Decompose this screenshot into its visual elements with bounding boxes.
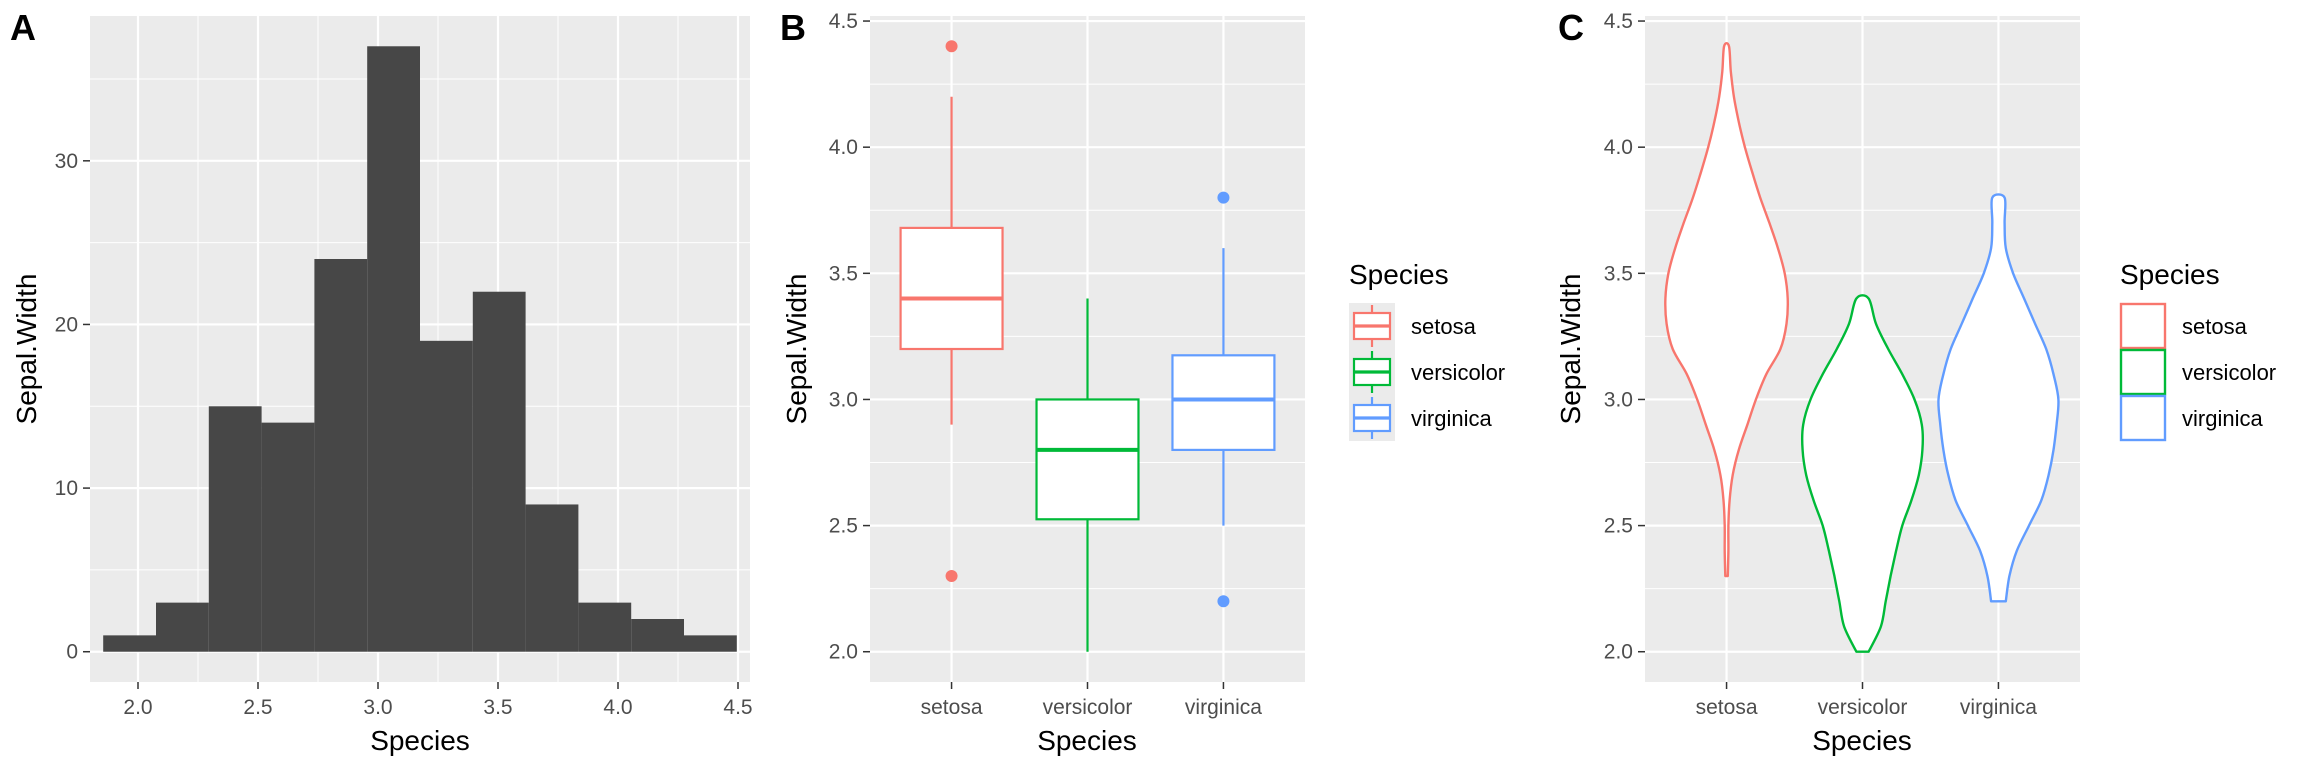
axis-ticks-b: setosa versicolor virginica 2.0 2.5 3.0 3.5 4.0… <box>829 10 1262 719</box>
legend-key-violin <box>2119 394 2167 442</box>
panel-letter-c: C <box>1558 7 1584 48</box>
y-tick-label: 3.0 <box>1604 388 1633 411</box>
outlier-point <box>1217 191 1230 204</box>
x-tick-label: 4.5 <box>723 696 752 719</box>
x-tick-label: versicolor <box>1818 696 1908 719</box>
boxplots <box>899 40 1276 652</box>
x-tick-label: virginica <box>1185 696 1262 719</box>
legend-key-violin <box>2119 348 2167 396</box>
outlier-point <box>945 570 958 583</box>
y-tick-label: 20 <box>55 313 78 336</box>
y-tick-label: 2.5 <box>829 515 858 538</box>
legend-key-violin <box>2119 302 2167 350</box>
panel-letter-a: A <box>10 7 36 48</box>
box-body <box>899 226 1004 351</box>
panel-c: C setosa versicolor virginica 2.0 2.5 3.0 3.5 4… <box>1555 7 2276 756</box>
y-tick-label: 10 <box>55 477 78 500</box>
histogram-bar <box>420 340 473 652</box>
y-axis-title-a: Sepal.Width <box>11 274 42 425</box>
axis-ticks-c: setosa versicolor virginica 2.0 2.5 3.0 3.5 4.0… <box>1604 10 2037 719</box>
y-tick-label: 0 <box>66 641 78 664</box>
panel-a: A 2.0 2.5 3.0 3.5 4.0 4.5 0 10 20 30 Species Sepa… <box>10 7 753 756</box>
histogram-bar <box>314 259 368 652</box>
x-tick-label: 2.5 <box>243 696 272 719</box>
x-axis-title-a: Species <box>370 725 470 756</box>
histogram-bar <box>208 406 262 652</box>
y-axis-title-b: Sepal.Width <box>781 274 812 425</box>
histogram-bar <box>261 422 315 652</box>
axis-ticks-a: 2.0 2.5 3.0 3.5 4.0 4.5 0 10 20 30 <box>55 150 753 719</box>
violin-versicolor <box>1800 294 1925 653</box>
legend-title: Species <box>2120 259 2220 290</box>
x-tick-label: 2.0 <box>123 696 152 719</box>
outlier-point <box>945 40 958 53</box>
legend-label: versicolor <box>1411 360 1505 385</box>
x-tick-label: 3.0 <box>363 696 392 719</box>
legend-c: Species setosa versicolor virginica <box>2119 259 2276 442</box>
x-axis-title-c: Species <box>1812 725 1912 756</box>
violins <box>1664 41 2060 653</box>
x-tick-label: 3.5 <box>483 696 512 719</box>
x-tick-label: 4.0 <box>603 696 632 719</box>
outlier-point <box>1217 595 1230 608</box>
panel-b: B setosa versicolor virginica 2.0 2.5 3.0 3.5 4… <box>780 7 1505 756</box>
histogram-bars <box>103 46 737 652</box>
histogram-bar <box>631 619 684 652</box>
legend-label: setosa <box>2182 314 2248 339</box>
violin-setosa <box>1664 41 1790 578</box>
legend-title: Species <box>1349 259 1449 290</box>
y-axis-title-c: Sepal.Width <box>1555 274 1586 425</box>
box-body <box>1171 354 1276 452</box>
legend-label: virginica <box>2182 406 2263 431</box>
histogram-bar <box>578 602 632 652</box>
y-tick-label: 3.0 <box>829 388 858 411</box>
y-tick-label: 3.5 <box>1604 262 1633 285</box>
histogram-bar <box>684 635 737 652</box>
y-tick-label: 4.0 <box>829 136 858 159</box>
panel-letter-b: B <box>780 7 806 48</box>
legend-label: setosa <box>1411 314 1477 339</box>
box-body <box>1035 398 1140 521</box>
y-tick-label: 30 <box>55 150 78 173</box>
histogram-bar <box>472 291 526 652</box>
histogram-bar <box>367 46 420 652</box>
y-tick-label: 3.5 <box>829 262 858 285</box>
violin-virginica <box>1937 193 2060 603</box>
histogram-bar <box>525 504 579 652</box>
x-tick-label: versicolor <box>1043 696 1133 719</box>
legend-label: versicolor <box>2182 360 2276 385</box>
y-tick-label: 2.5 <box>1604 515 1633 538</box>
x-tick-label: setosa <box>1696 696 1758 719</box>
x-tick-label: virginica <box>1960 696 2037 719</box>
histogram-bar <box>156 602 209 652</box>
x-axis-title-b: Species <box>1037 725 1137 756</box>
y-tick-label: 4.5 <box>1604 10 1633 33</box>
y-tick-label: 2.0 <box>1604 641 1633 664</box>
legend-label: virginica <box>1411 406 1492 431</box>
y-tick-label: 4.0 <box>1604 136 1633 159</box>
legend-b: Species setosa versicolor virginica <box>1349 259 1505 441</box>
y-tick-label: 4.5 <box>829 10 858 33</box>
histogram-bar <box>103 635 156 652</box>
x-tick-label: setosa <box>921 696 983 719</box>
y-tick-label: 2.0 <box>829 641 858 664</box>
